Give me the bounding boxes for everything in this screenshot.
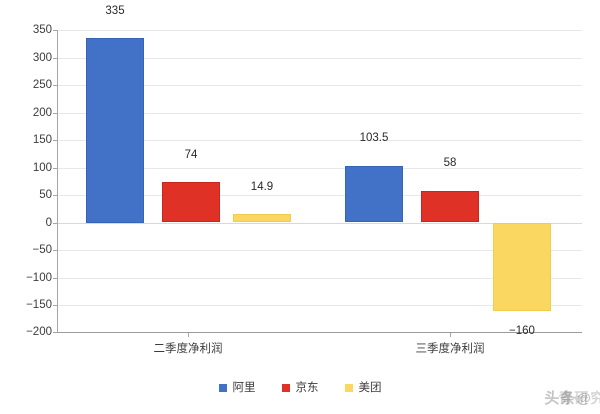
y-tick-label: 50 xyxy=(39,189,52,201)
gridline-minus-100 xyxy=(57,277,582,279)
y-tick-label: 150 xyxy=(32,134,52,146)
bar-jd-q2 xyxy=(162,181,220,223)
y-tick-mark xyxy=(53,305,57,306)
y-tick-mark xyxy=(53,222,57,224)
legend-swatch-icon xyxy=(281,384,290,392)
y-tick-mark xyxy=(53,277,57,279)
x-tick-mark xyxy=(188,333,189,337)
y-tick-mark xyxy=(53,195,57,196)
gridline-200 xyxy=(57,112,582,114)
y-axis-ticks: 350 300 250 200 150 100 50 0 −50 −100 −1… xyxy=(0,24,57,338)
legend-item-ali[interactable]: 阿里 xyxy=(218,382,256,394)
y-tick-label: −200 xyxy=(26,326,52,338)
gridline-350 xyxy=(57,30,582,31)
plot-area xyxy=(57,30,582,333)
x-tick-mark xyxy=(450,333,451,337)
gridline-250 xyxy=(57,85,582,86)
legend-item-meituan[interactable]: 美团 xyxy=(344,382,382,394)
y-tick-mark xyxy=(53,30,57,31)
y-tick-mark xyxy=(53,250,57,251)
x-axis-label-q2: 二季度净利润 xyxy=(153,343,223,355)
gridline-300 xyxy=(57,57,582,59)
legend-swatch-icon xyxy=(344,384,353,392)
gridline-zero xyxy=(57,222,582,224)
x-axis-line xyxy=(57,332,582,333)
y-tick-mark xyxy=(53,167,57,169)
gridline-150 xyxy=(57,140,582,141)
y-tick-mark xyxy=(53,85,57,86)
legend-label: 美团 xyxy=(358,382,382,394)
x-axis-label-q3: 三季度净利润 xyxy=(415,343,485,355)
bar-ali-q2 xyxy=(86,38,144,223)
y-tick-label: −50 xyxy=(32,244,52,256)
gridline-100 xyxy=(57,167,582,169)
y-tick-mark xyxy=(53,332,57,333)
y-tick-mark xyxy=(53,57,57,59)
chart-legend: 阿里 京东 美团 xyxy=(0,382,600,394)
bar-ali-q3 xyxy=(345,165,403,223)
y-tick-label: 200 xyxy=(32,106,52,119)
data-label-jd-q3: 58 xyxy=(443,157,457,169)
data-label-jd-q2: 74 xyxy=(184,149,198,161)
gridline-minus-50 xyxy=(57,250,582,251)
legend-item-jd[interactable]: 京东 xyxy=(281,382,319,394)
data-label-meituan-q3: −160 xyxy=(509,325,535,337)
bar-jd-q3 xyxy=(421,190,479,223)
bar-meituan-q2 xyxy=(233,214,291,223)
y-tick-label: 250 xyxy=(32,79,52,91)
y-tick-mark xyxy=(53,140,57,141)
data-label-ali-q3: 103.5 xyxy=(359,132,389,144)
legend-label: 京东 xyxy=(295,382,319,394)
legend-swatch-icon xyxy=(218,384,227,392)
y-tick-label: −100 xyxy=(26,271,52,284)
data-label-meituan-q2: 14.9 xyxy=(250,181,274,193)
y-axis-line xyxy=(57,30,58,333)
y-tick-label: 350 xyxy=(32,24,52,36)
y-tick-label: 300 xyxy=(32,51,52,64)
legend-label: 阿里 xyxy=(232,382,256,394)
y-tick-label: −150 xyxy=(26,299,52,311)
y-tick-label: 100 xyxy=(32,161,52,174)
data-label-ali-q2: 335 xyxy=(105,5,125,17)
bar-meituan-q3 xyxy=(493,222,551,311)
y-tick-label: 0 xyxy=(45,216,52,229)
gridline-50 xyxy=(57,195,582,196)
y-tick-mark xyxy=(53,112,57,114)
gridline-minus-150 xyxy=(57,305,582,306)
